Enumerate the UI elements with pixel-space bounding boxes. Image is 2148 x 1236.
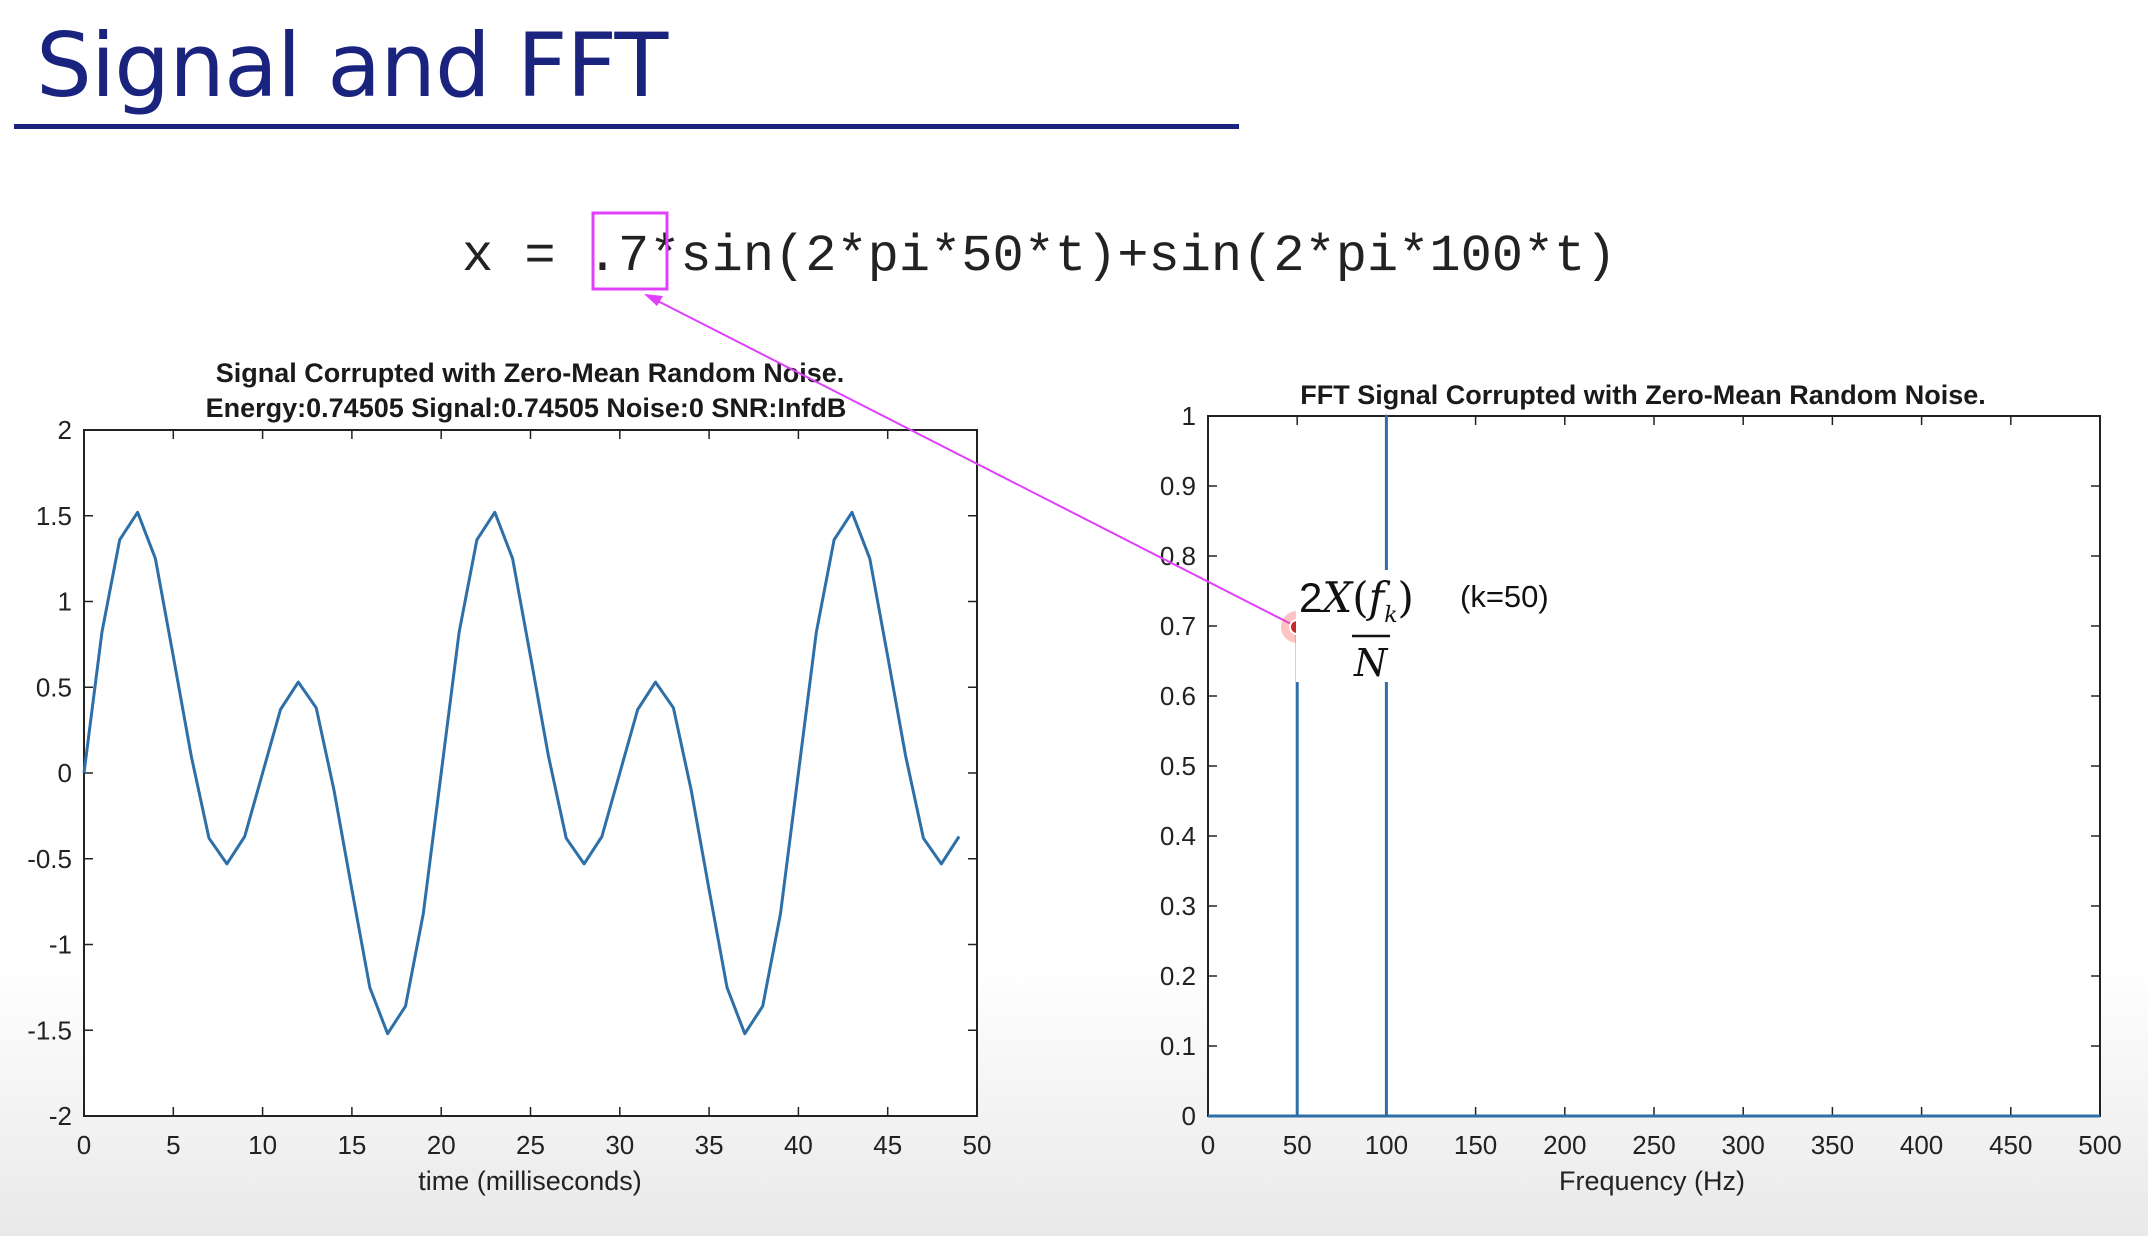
- formula-background: [1296, 570, 1436, 682]
- fft-xtick-label: 500: [2078, 1130, 2121, 1160]
- time-xtick-label: 15: [337, 1130, 366, 1160]
- time-ytick-label: -0.5: [27, 844, 72, 874]
- time-xtick-label: 35: [695, 1130, 724, 1160]
- dft-scaling-formula: 2X(fk) N: [1296, 570, 1436, 685]
- time-chart-subtitle: Energy:0.74505 Signal:0.74505 Noise:0 SN…: [206, 393, 847, 423]
- time-ytick-label: -1.5: [27, 1015, 72, 1045]
- time-xtick-label: 10: [248, 1130, 277, 1160]
- time-ytick-label: 1.5: [36, 501, 72, 531]
- time-xtick-label: 30: [605, 1130, 634, 1160]
- annotation-arrow-line: [647, 295, 1298, 628]
- fft-xtick-label: 50: [1283, 1130, 1312, 1160]
- time-xtick-label: 5: [166, 1130, 180, 1160]
- fft-ytick-label: 0: [1182, 1101, 1196, 1131]
- time-xtick-label: 0: [77, 1130, 91, 1160]
- time-ytick-label: 0: [58, 758, 72, 788]
- fft-series-group: [1208, 414, 2100, 1118]
- time-series-group: [82, 510, 961, 1036]
- annotation-note: (k=50): [1460, 579, 1549, 614]
- fft-xtick-label: 300: [1722, 1130, 1765, 1160]
- fft-axis-ticks: 0 50 100 150 200 250 300 350 400 450 500 0 0.1 0.2 0.3…: [1160, 401, 2122, 1160]
- time-ytick-label: 1: [58, 587, 72, 617]
- time-xtick-label: 20: [427, 1130, 456, 1160]
- fft-xtick-label: 0: [1201, 1130, 1215, 1160]
- fft-ytick-label: 0.9: [1160, 471, 1196, 501]
- annotation-group: 2X(fk) N (k=50): [644, 294, 1549, 685]
- fft-xlabel: Frequency (Hz): [1559, 1166, 1745, 1196]
- fft-xtick-label: 200: [1543, 1130, 1586, 1160]
- slide-title: Signal and FFT: [36, 14, 668, 117]
- fft-chart-title: FFT Signal Corrupted with Zero-Mean Rand…: [1300, 380, 1986, 410]
- fft-ytick-label: 0.1: [1160, 1031, 1196, 1061]
- fft-ytick-label: 0.7: [1160, 611, 1196, 641]
- fft-ytick-label: 0.4: [1160, 821, 1196, 851]
- fft-ytick-label: 0.3: [1160, 891, 1196, 921]
- time-plot-area: [83, 429, 978, 1117]
- time-ytick-label: 0.5: [36, 672, 72, 702]
- equation-text: x = .7*sin(2*pi*50*t)+sin(2*pi*100*t): [462, 227, 1617, 286]
- time-axis-ticks: 0 5 10 15 20 25 30 35 40 45 50 -2 -1.5 -1 -0.5 0 0.5 1 1.5…: [27, 415, 991, 1160]
- fft-xtick-label: 450: [1989, 1130, 2032, 1160]
- time-xtick-label: 45: [873, 1130, 902, 1160]
- time-ytick-label: -1: [49, 930, 72, 960]
- annotation-arrowhead: [644, 294, 663, 306]
- fft-ytick-label: 1: [1182, 401, 1196, 431]
- time-ytick-label: 2: [58, 415, 72, 445]
- time-chart-title: Signal Corrupted with Zero-Mean Random N…: [216, 358, 845, 388]
- fft-plot-area: [1207, 415, 2101, 1117]
- fft-series-line: [1208, 414, 2100, 1118]
- time-series-line: [82, 510, 961, 1036]
- time-ytick-label: -2: [49, 1101, 72, 1131]
- fft-xtick-label: 350: [1811, 1130, 1854, 1160]
- fft-chart: FFT Signal Corrupted with Zero-Mean Rand…: [1160, 380, 2122, 1196]
- equation-highlight-box: [591, 211, 669, 291]
- fft-ytick-label: 0.5: [1160, 751, 1196, 781]
- time-signal-chart: Signal Corrupted with Zero-Mean Random N…: [27, 358, 991, 1196]
- fft-ytick-label: 0.6: [1160, 681, 1196, 711]
- fft-ytick-label: 0.2: [1160, 961, 1196, 991]
- time-xtick-label: 40: [784, 1130, 813, 1160]
- formula-denominator: N: [1353, 641, 1389, 685]
- fft-xtick-label: 100: [1365, 1130, 1408, 1160]
- fft-xtick-label: 250: [1632, 1130, 1675, 1160]
- formula-numerator: 2X(fk): [1299, 573, 1414, 628]
- fft-xtick-label: 400: [1900, 1130, 1943, 1160]
- time-xtick-label: 50: [963, 1130, 992, 1160]
- fft-xtick-label: 150: [1454, 1130, 1497, 1160]
- title-underline: [14, 124, 1239, 129]
- time-xtick-label: 25: [516, 1130, 545, 1160]
- time-xlabel: time (milliseconds): [418, 1166, 642, 1196]
